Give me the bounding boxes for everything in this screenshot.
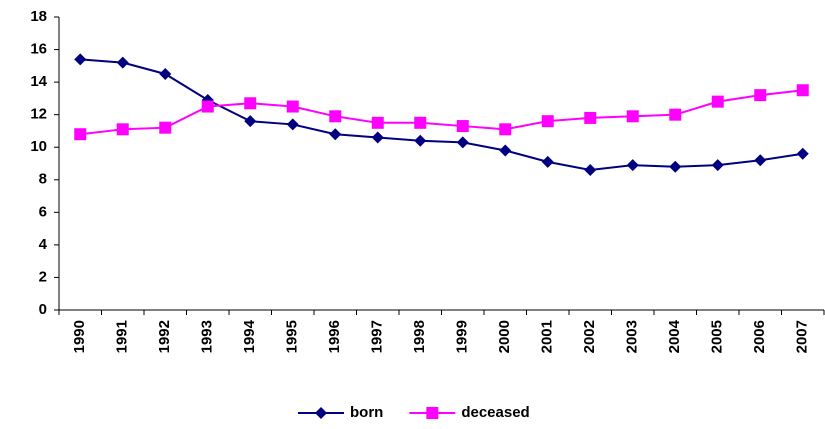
data-point bbox=[669, 160, 682, 173]
x-tick-label: 2007 bbox=[794, 320, 811, 353]
x-tick-label: 1998 bbox=[411, 320, 428, 353]
data-point bbox=[754, 154, 767, 167]
legend-marker bbox=[315, 407, 327, 419]
x-tick-label: 1996 bbox=[326, 320, 343, 353]
data-point bbox=[116, 56, 129, 69]
y-tick-label: 0 bbox=[39, 301, 47, 318]
data-point bbox=[711, 95, 724, 108]
data-point bbox=[414, 134, 427, 147]
data-point bbox=[456, 136, 469, 149]
x-tick-label: 1993 bbox=[199, 320, 216, 353]
legend-label: deceased bbox=[461, 404, 529, 421]
data-point bbox=[499, 144, 512, 157]
data-point bbox=[626, 159, 639, 172]
x-tick-label: 1995 bbox=[284, 320, 301, 353]
data-point bbox=[159, 67, 172, 80]
data-point bbox=[584, 111, 597, 124]
y-tick-label: 16 bbox=[30, 41, 47, 58]
data-point bbox=[329, 110, 342, 123]
x-tick-label: 2000 bbox=[496, 320, 513, 353]
data-point bbox=[456, 120, 469, 133]
data-point bbox=[584, 164, 597, 177]
x-tick-label: 2003 bbox=[624, 320, 641, 353]
legend-label: born bbox=[350, 404, 383, 421]
data-point bbox=[201, 100, 214, 113]
data-point bbox=[371, 116, 384, 129]
data-point bbox=[754, 89, 767, 102]
data-point bbox=[286, 100, 299, 113]
data-point bbox=[116, 123, 129, 136]
x-tick-label: 1992 bbox=[156, 320, 173, 353]
data-point bbox=[74, 53, 87, 66]
x-tick-label: 2002 bbox=[581, 320, 598, 353]
y-tick-label: 12 bbox=[30, 106, 47, 123]
data-point bbox=[626, 110, 639, 123]
data-point bbox=[499, 123, 512, 136]
data-point bbox=[286, 118, 299, 131]
data-point bbox=[329, 128, 342, 141]
data-point bbox=[244, 97, 257, 110]
data-point bbox=[414, 116, 427, 129]
data-point bbox=[159, 121, 172, 134]
x-tick-label: 2006 bbox=[751, 320, 768, 353]
x-tick-label: 1997 bbox=[369, 320, 386, 353]
x-tick-label: 2001 bbox=[539, 320, 556, 353]
y-tick-label: 4 bbox=[39, 236, 48, 253]
x-tick-label: 2005 bbox=[709, 320, 726, 353]
y-tick-label: 18 bbox=[30, 8, 47, 25]
x-tick-label: 2004 bbox=[666, 319, 683, 353]
legend-marker bbox=[426, 407, 439, 419]
series-line bbox=[80, 58, 803, 172]
data-point bbox=[541, 155, 554, 168]
data-point bbox=[371, 131, 384, 144]
y-tick-label: 6 bbox=[39, 203, 47, 220]
data-point bbox=[711, 159, 724, 172]
y-tick-label: 8 bbox=[39, 171, 47, 188]
x-tick-label: 1999 bbox=[454, 320, 471, 353]
data-point bbox=[74, 128, 87, 141]
x-tick-label: 1990 bbox=[71, 320, 88, 353]
series-line bbox=[80, 89, 803, 136]
data-point bbox=[541, 115, 554, 128]
data-point bbox=[669, 108, 682, 121]
y-tick-label: 2 bbox=[39, 268, 47, 285]
data-point bbox=[796, 147, 809, 160]
y-tick-label: 10 bbox=[30, 138, 47, 155]
x-tick-label: 1994 bbox=[241, 319, 258, 353]
y-tick-label: 14 bbox=[30, 73, 47, 90]
data-point bbox=[796, 84, 809, 97]
x-tick-label: 1991 bbox=[114, 320, 131, 353]
data-point bbox=[244, 115, 257, 128]
